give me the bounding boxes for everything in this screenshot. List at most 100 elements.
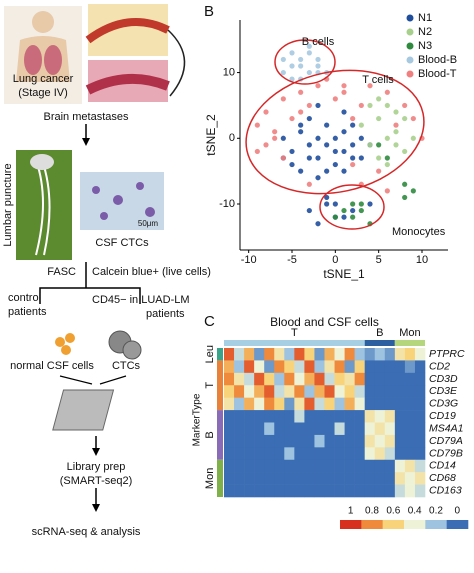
x-tick-label: -5 xyxy=(287,254,297,266)
heatmap-cell xyxy=(314,484,325,498)
heatmap-title: Blood and CSF cells xyxy=(270,315,379,329)
heatmap-cell xyxy=(254,360,265,374)
legend-label: N1 xyxy=(418,12,432,24)
heatmap-cell xyxy=(244,459,255,473)
heatmap-cell xyxy=(234,348,245,361)
heatmap-cell xyxy=(284,397,295,411)
heatmap-cell xyxy=(224,397,235,411)
heatmap-cell xyxy=(384,397,396,411)
heatmap-cell xyxy=(224,434,235,448)
annotation: B cells xyxy=(302,36,335,48)
heatmap-cell xyxy=(334,472,345,485)
heatmap-cell xyxy=(254,422,265,436)
arrow-head xyxy=(92,448,100,456)
heatmap-cell xyxy=(334,360,345,374)
point xyxy=(280,96,286,102)
heatmap-cell xyxy=(254,372,265,386)
plate-icon xyxy=(52,389,115,431)
y-axis-label: tSNE_2 xyxy=(204,114,218,156)
colorbar-swatch xyxy=(446,520,469,529)
point xyxy=(350,142,356,148)
point xyxy=(306,50,312,56)
heatmap-cell xyxy=(354,472,365,485)
heatmap-cell xyxy=(344,385,355,398)
heatmap-cell xyxy=(344,397,355,411)
heatmap-cell xyxy=(294,348,305,361)
point xyxy=(384,161,390,168)
gene-label: CD163 xyxy=(429,485,462,497)
heatmap-cell xyxy=(414,372,426,386)
heatmap-cell xyxy=(374,422,386,436)
heatmap-cell xyxy=(354,360,365,374)
gene-label: CD19 xyxy=(429,410,456,422)
heatmap-cell xyxy=(364,385,376,398)
heatmap-cell xyxy=(414,360,426,374)
heatmap-cell xyxy=(314,459,325,473)
heatmap-cell xyxy=(364,348,376,361)
row-group-label: B xyxy=(204,431,216,438)
point xyxy=(289,63,295,69)
row-group-bar xyxy=(217,360,223,411)
diagram-text: Lung cancer xyxy=(13,73,74,85)
point xyxy=(306,155,312,161)
heatmap-cell xyxy=(394,348,406,361)
legend-marker xyxy=(406,56,414,64)
heatmap-cell xyxy=(394,397,406,411)
heatmap-cell xyxy=(264,447,275,461)
point xyxy=(350,207,356,214)
heatmap-cell xyxy=(314,397,325,411)
point xyxy=(306,69,312,76)
heatmap-cell xyxy=(254,459,265,473)
heatmap-cell xyxy=(374,348,386,361)
point xyxy=(263,142,269,148)
point xyxy=(350,201,356,207)
heatmap-cell xyxy=(414,434,426,448)
heatmap-cell xyxy=(264,372,275,386)
heatmap-cell xyxy=(384,385,396,398)
heatmap-cell xyxy=(404,447,416,461)
heatmap-cell xyxy=(374,372,386,386)
heatmap-cell xyxy=(264,472,275,485)
column-group-bar xyxy=(364,340,395,346)
legend-label: Blood-B xyxy=(418,54,457,66)
column-group-label: T xyxy=(291,327,298,339)
cell-icon xyxy=(92,186,100,194)
heatmap-cell xyxy=(414,348,426,361)
connector xyxy=(59,375,127,385)
heatmap-cell xyxy=(224,447,235,461)
heatmap-cell xyxy=(274,447,285,461)
point xyxy=(298,63,304,69)
heatmap-cell xyxy=(244,348,255,361)
heatmap-cell xyxy=(254,472,265,485)
heatmap-cell xyxy=(304,484,315,498)
heatmap-cell xyxy=(304,459,315,473)
heatmap-cell xyxy=(264,410,275,423)
point xyxy=(393,142,399,148)
heatmap-cell xyxy=(384,360,396,374)
heatmap-cell xyxy=(364,484,376,498)
colorbar-tick-label: 0.8 xyxy=(365,506,379,517)
heatmap-cell xyxy=(314,372,325,386)
point xyxy=(350,115,356,122)
diagram-text: CTCs xyxy=(112,360,141,372)
heatmap-cell xyxy=(384,372,396,386)
point xyxy=(324,201,330,207)
x-tick-label: 5 xyxy=(376,254,382,266)
point xyxy=(263,109,269,115)
heatmap-cell xyxy=(274,397,285,411)
point xyxy=(393,129,399,135)
point xyxy=(384,89,390,95)
colorbar-swatch xyxy=(382,520,405,529)
heatmap-cell xyxy=(354,484,365,498)
heatmap-cell xyxy=(344,410,355,423)
point xyxy=(384,135,390,141)
point xyxy=(341,148,347,155)
colorbar-tick-label: 0.4 xyxy=(408,506,422,517)
point xyxy=(376,168,382,174)
point xyxy=(298,109,304,115)
heatmap-cell xyxy=(374,434,386,448)
cell-icon xyxy=(145,207,155,217)
point xyxy=(402,194,408,201)
heatmap-cell xyxy=(324,385,335,398)
point xyxy=(306,115,312,122)
